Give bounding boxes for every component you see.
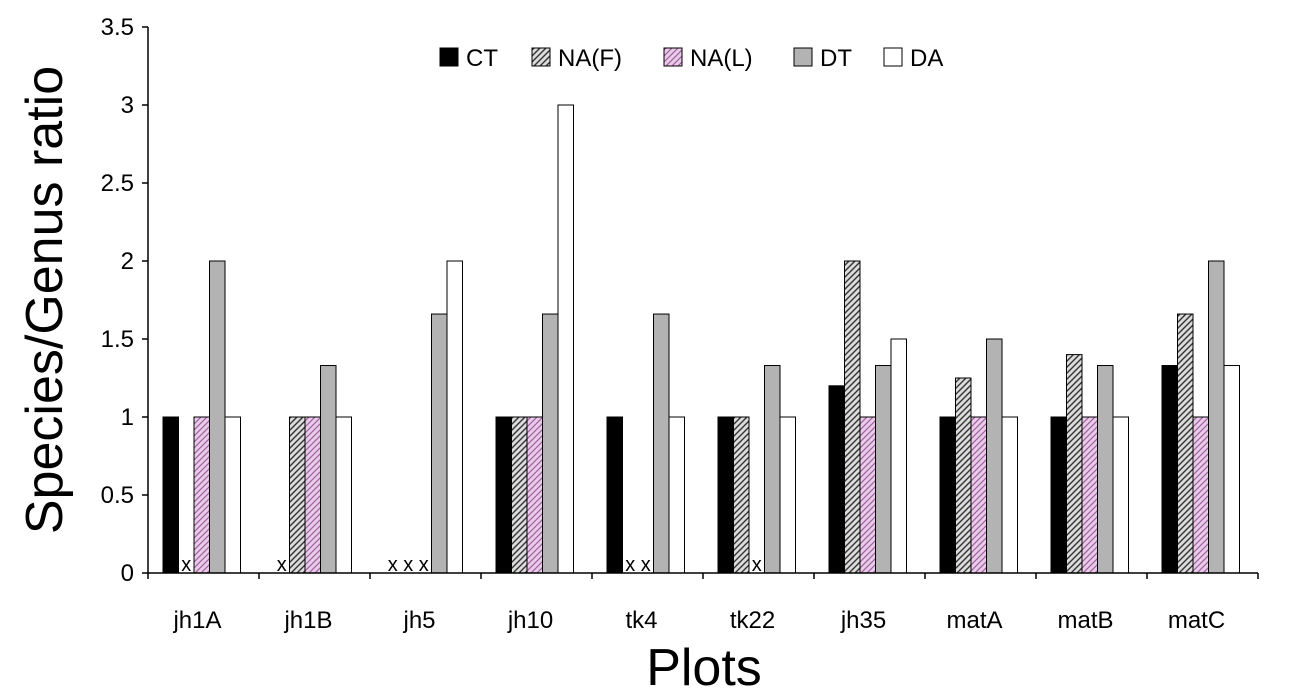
bar-jh35-da — [890, 338, 907, 574]
x-tick-label-jh1b: jh1B — [283, 607, 332, 634]
legend-swatch-da — [883, 47, 903, 67]
x-tick-label-jh5: jh5 — [402, 607, 435, 634]
bar-jh1a-da — [224, 416, 241, 574]
bar-tk4-ct — [606, 416, 623, 574]
bar-tk22-dt — [764, 365, 781, 574]
bar-jh35-dt — [875, 365, 892, 574]
y-tick-label-0: 0 — [121, 560, 134, 587]
y-axis-title: Species/Genus ratio — [16, 66, 74, 534]
bar-matb-dt — [1097, 365, 1114, 574]
y-tick-label-5: 2.5 — [101, 170, 134, 197]
legend-swatch-ct — [439, 47, 459, 67]
y-tick-label-7: 3.5 — [101, 14, 134, 41]
missing-marker-tk4-na-l: x — [641, 554, 651, 576]
legend-label-na-f: NA(F) — [558, 45, 622, 72]
bar-jh10-na-l — [526, 416, 543, 574]
legend: CT NA(F) NA(L) DT DA — [439, 45, 943, 72]
legend-swatch-na-l — [663, 47, 683, 67]
missing-marker-jh1b-ct: x — [277, 554, 287, 576]
bar-tk22-da — [779, 416, 796, 574]
missing-marker-jh5-na-l: x — [419, 554, 429, 576]
y-tick-label-2: 1 — [121, 404, 134, 431]
bar-jh1a-dt — [209, 260, 226, 574]
missing-marker-jh5-ct: x — [388, 554, 398, 576]
y-tick-label-3: 1.5 — [101, 326, 134, 353]
bar-matc-na-l — [1192, 416, 1209, 574]
x-axis-title: Plots — [646, 639, 762, 692]
bar-matc-na-f — [1177, 313, 1194, 574]
bar-matb-ct — [1050, 416, 1067, 574]
bar-mata-na-f — [955, 377, 972, 574]
legend-swatch-dt — [793, 47, 813, 67]
bar-jh35-ct — [828, 385, 845, 574]
legend-label-na-l: NA(L) — [690, 45, 753, 72]
bar-jh35-na-l — [859, 416, 876, 574]
x-tick-label-mata: matA — [946, 607, 1002, 634]
x-tick-label-jh1a: jh1A — [172, 607, 221, 634]
bar-mata-dt — [986, 338, 1003, 574]
missing-marker-tk22-na-l: x — [752, 554, 762, 576]
bar-tk4-dt — [653, 313, 670, 574]
x-tick-label-jh10: jh10 — [507, 607, 553, 634]
bar-jh1b-dt — [320, 365, 337, 574]
bar-matc-da — [1223, 365, 1240, 574]
missing-marker-tk4-na-f: x — [625, 554, 635, 576]
legend-swatch-na-f — [531, 47, 551, 67]
bar-jh1b-na-f — [289, 416, 306, 574]
missing-marker-jh1a-na-f: x — [181, 554, 191, 576]
x-tick-label-jh35: jh35 — [840, 607, 886, 634]
x-tick-label-matc: matC — [1168, 607, 1225, 634]
bar-jh10-ct — [495, 416, 512, 574]
bar-matb-da — [1112, 416, 1129, 574]
legend-label-ct: CT — [466, 45, 498, 72]
y-tick-label-6: 3 — [121, 92, 134, 119]
bar-mata-da — [1001, 416, 1018, 574]
missing-marker-jh5-na-f: x — [403, 554, 413, 576]
bar-jh5-dt — [431, 313, 448, 574]
bar-jh1b-na-l — [304, 416, 321, 574]
bar-jh1a-na-l — [193, 416, 210, 574]
bar-jh10-dt — [542, 313, 559, 574]
y-tick-label-1: 0.5 — [101, 482, 134, 509]
bar-mata-na-l — [970, 416, 987, 574]
bar-tk22-ct — [717, 416, 734, 574]
y-tick-label-4: 2 — [121, 248, 134, 275]
legend-label-da: DA — [910, 45, 943, 72]
bar-jh35-na-f — [844, 260, 861, 574]
bar-matb-na-f — [1066, 354, 1083, 574]
x-tick-label-tk4: tk4 — [625, 607, 657, 634]
bar-tk4-da — [668, 416, 685, 574]
bar-jh10-da — [557, 104, 574, 574]
bar-jh5-da — [446, 260, 463, 574]
bar-matc-ct — [1161, 365, 1178, 574]
bar-matb-na-l — [1081, 416, 1098, 574]
bar-mata-ct — [939, 416, 956, 574]
legend-label-dt: DT — [820, 45, 852, 72]
x-tick-label-matb: matB — [1057, 607, 1113, 634]
x-tick-label-tk22: tk22 — [730, 607, 775, 634]
bar-jh1a-ct — [162, 416, 179, 574]
bar-jh1b-da — [335, 416, 352, 574]
bar-tk22-na-f — [733, 416, 750, 574]
bar-jh10-na-f — [511, 416, 528, 574]
bar-matc-dt — [1208, 260, 1225, 574]
